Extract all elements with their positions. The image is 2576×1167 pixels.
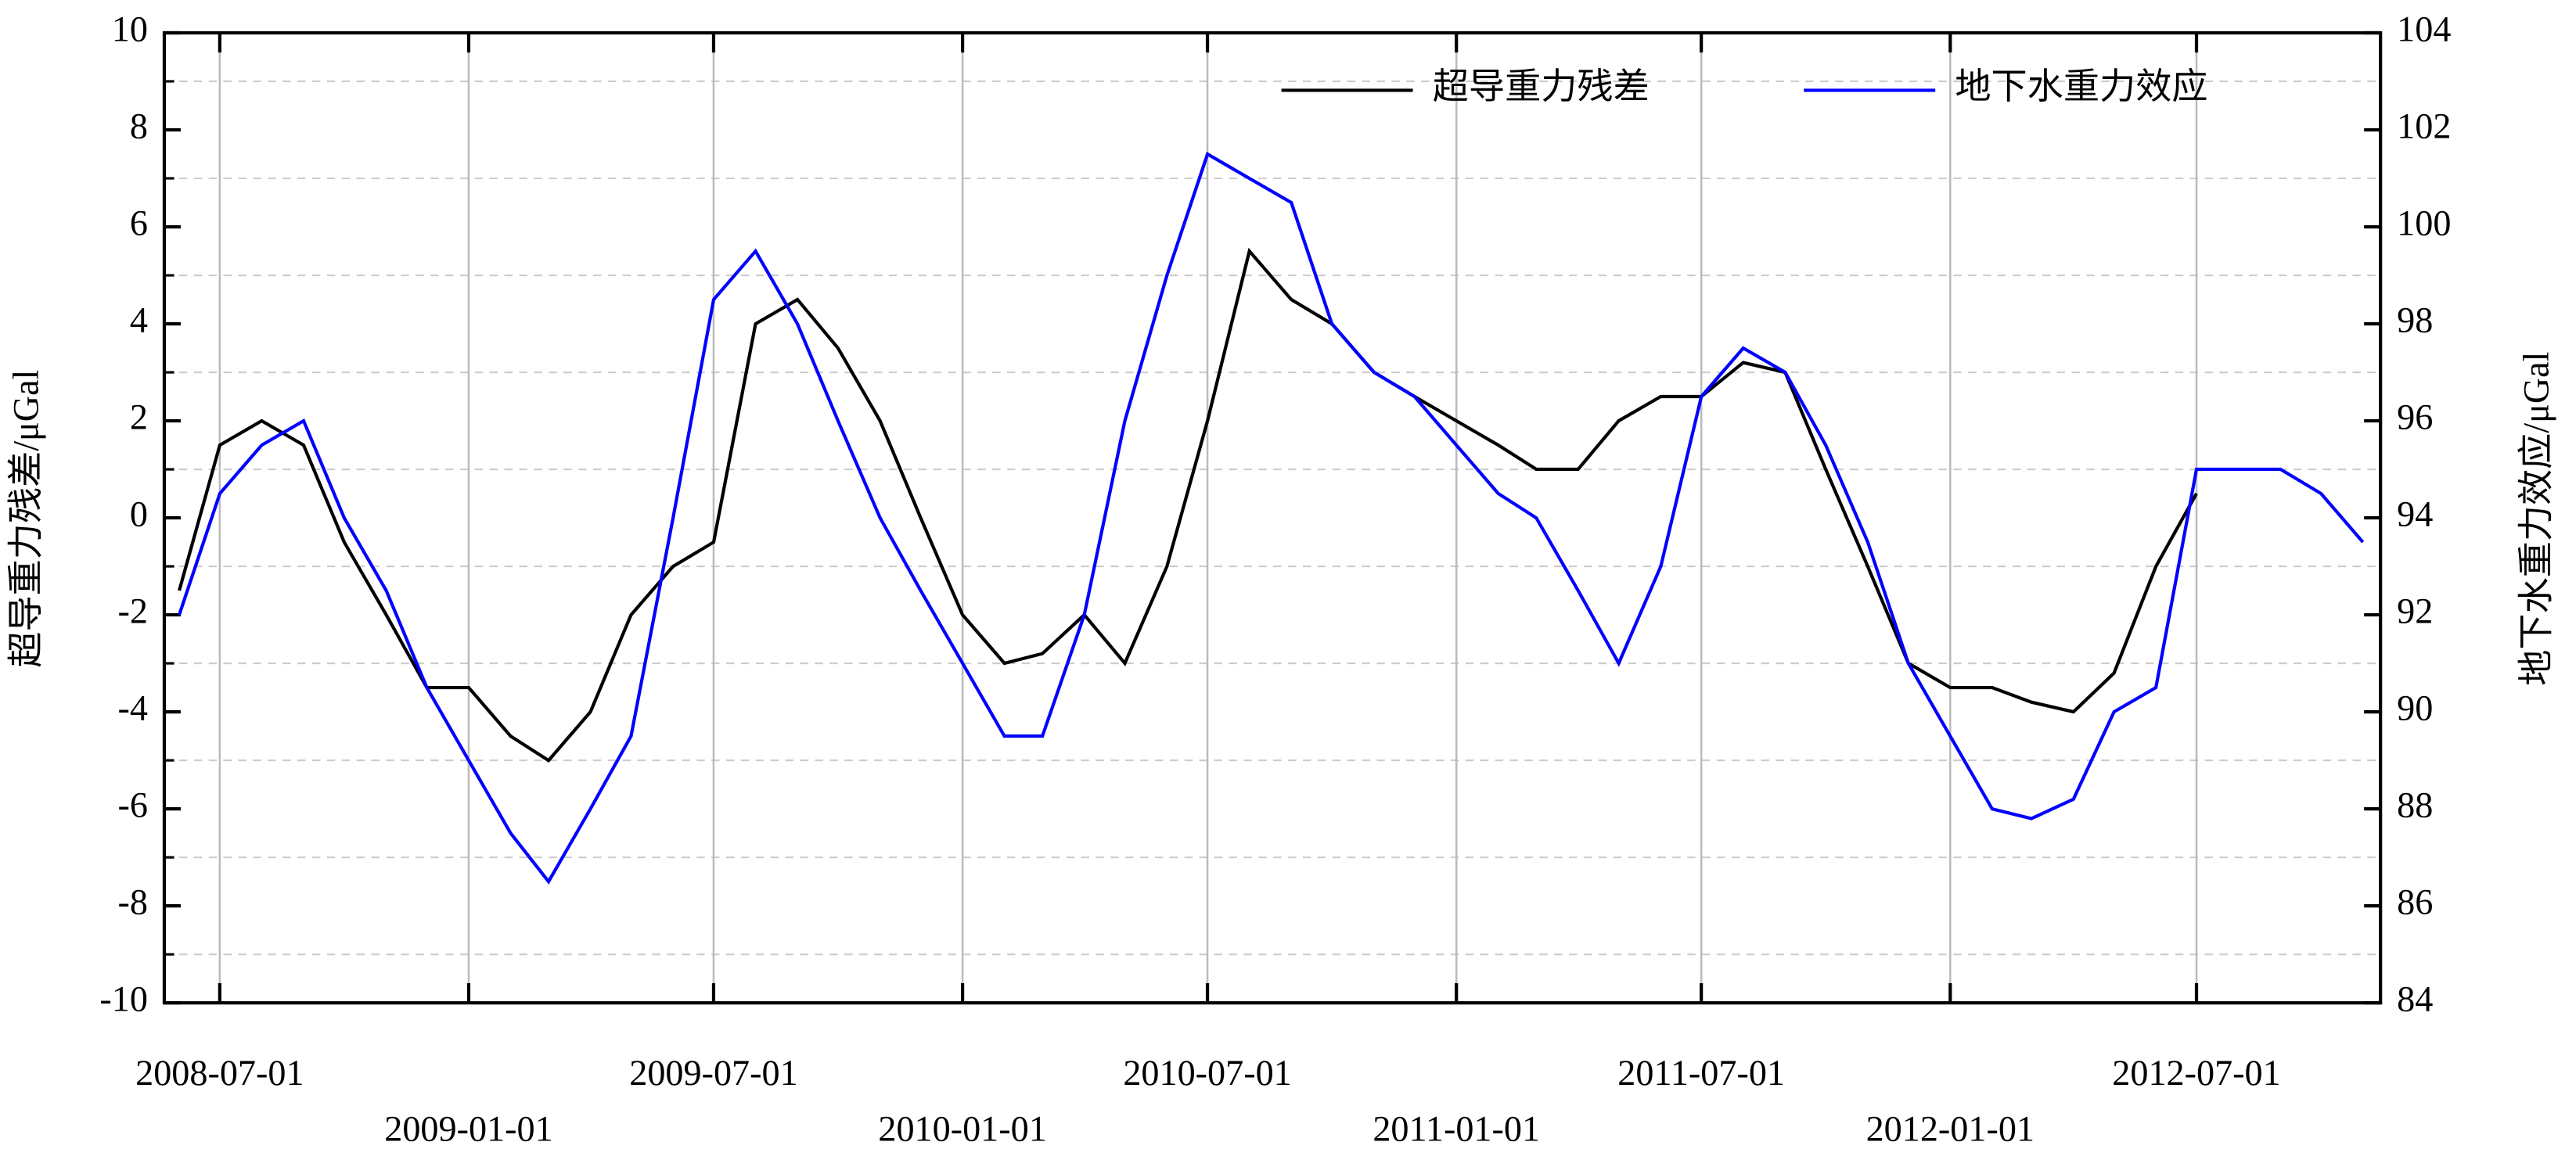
y-tick-label: 2 [130, 397, 148, 437]
y-axis-label: 超导重力残差/μGal [5, 370, 45, 668]
legend-label: 超导重力残差 [1433, 66, 1650, 106]
series-line [178, 151, 2365, 885]
y2-tick-label: 104 [2397, 9, 2451, 49]
x-tick-label: 2012-07-01 [2112, 1053, 2280, 1093]
y-tick-label: -4 [117, 688, 147, 728]
series-line [178, 247, 2198, 763]
x-tick-label: 2012-01-01 [1866, 1109, 2035, 1149]
y-tick-label: -2 [117, 591, 147, 631]
x-tick-label: 2008-07-01 [135, 1053, 304, 1093]
x-tick-label: 2010-01-01 [878, 1109, 1046, 1149]
y-tick-label: 0 [130, 494, 148, 534]
y2-tick-label: 102 [2397, 106, 2451, 146]
x-tick-label: 2009-01-01 [384, 1109, 552, 1149]
y-tick-label: 4 [130, 300, 148, 340]
plot-frame [162, 31, 2383, 1005]
y2-tick-label: 84 [2397, 979, 2433, 1019]
y-tick-label: 10 [112, 9, 148, 49]
y2-axis-label: 地下水重力效应/μGal [2516, 352, 2556, 686]
y2-tick-label: 90 [2397, 688, 2433, 728]
x-tick-label: 2011-07-01 [1617, 1053, 1785, 1093]
y-tick-label: 6 [130, 203, 148, 243]
y2-tick-label: 88 [2397, 785, 2433, 825]
x-tick-label: 2010-07-01 [1123, 1053, 1291, 1093]
y-tick-label: -8 [117, 882, 147, 922]
x-tick-label: 2011-01-01 [1373, 1109, 1540, 1149]
y-tick-label: -10 [99, 979, 148, 1019]
y2-tick-label: 98 [2397, 300, 2433, 340]
legend-label: 地下水重力效应 [1955, 66, 2207, 106]
y-tick-label: 8 [130, 106, 148, 146]
y2-tick-label: 92 [2397, 591, 2433, 631]
y2-tick-label: 94 [2397, 494, 2433, 534]
y-tick-label: -6 [117, 785, 147, 825]
x-tick-label: 2009-07-01 [629, 1053, 797, 1093]
y2-tick-label: 96 [2397, 397, 2433, 437]
y2-tick-label: 100 [2397, 203, 2451, 243]
y2-tick-label: 86 [2397, 882, 2433, 922]
